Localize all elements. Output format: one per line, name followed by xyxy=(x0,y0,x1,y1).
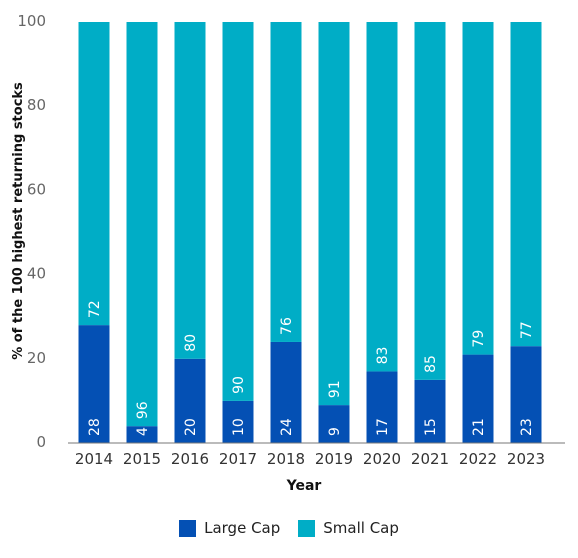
data-label: 80 xyxy=(183,334,199,352)
legend-item-small-cap: Small Cap xyxy=(298,519,399,537)
bar-small-cap xyxy=(223,22,254,401)
legend-swatch-small-cap xyxy=(298,520,315,537)
y-tick-label: 60 xyxy=(27,180,46,198)
data-label: 28 xyxy=(87,418,103,436)
x-tick-label: 2015 xyxy=(123,450,161,468)
data-label: 79 xyxy=(471,330,487,348)
y-tick-label: 80 xyxy=(27,96,46,114)
data-label: 23 xyxy=(519,418,535,436)
bar-small-cap xyxy=(415,22,446,380)
legend: Large Cap Small Cap xyxy=(0,519,578,537)
x-tick-label: 2021 xyxy=(411,450,449,468)
data-label: 96 xyxy=(135,401,151,419)
x-tick-label: 2019 xyxy=(315,450,353,468)
x-tick-label: 2023 xyxy=(507,450,545,468)
bar-small-cap xyxy=(367,22,398,371)
data-label: 90 xyxy=(231,376,247,394)
data-label: 72 xyxy=(87,300,103,318)
data-label: 4 xyxy=(135,427,151,436)
data-label: 10 xyxy=(231,418,247,436)
data-label: 15 xyxy=(423,418,439,436)
legend-label-large-cap: Large Cap xyxy=(204,519,280,537)
y-tick-label: 0 xyxy=(36,433,46,451)
y-axis-title: % of the 100 highest returning stocks xyxy=(11,82,26,360)
y-tick-label: 40 xyxy=(27,265,46,283)
data-label: 76 xyxy=(279,317,295,335)
x-axis-title: Year xyxy=(286,478,322,494)
chart-svg: 0 20 40 60 80 100 28 72 2014 4 96 2015 20 80 2016 10 90 2… xyxy=(0,0,578,510)
data-label: 21 xyxy=(471,418,487,436)
legend-item-large-cap: Large Cap xyxy=(179,519,280,537)
data-label: 24 xyxy=(279,418,295,436)
x-tick-label: 2017 xyxy=(219,450,257,468)
bar-small-cap xyxy=(511,22,542,346)
x-tick-label: 2018 xyxy=(267,450,305,468)
bar-large-cap xyxy=(319,405,350,443)
data-label: 91 xyxy=(327,380,343,398)
bar-small-cap xyxy=(127,22,158,426)
bar-small-cap xyxy=(271,22,302,342)
y-tick-label: 20 xyxy=(27,349,46,367)
data-label: 20 xyxy=(183,418,199,436)
bar-small-cap xyxy=(463,22,494,355)
bar-small-cap xyxy=(175,22,206,359)
legend-swatch-large-cap xyxy=(179,520,196,537)
data-label: 17 xyxy=(375,418,391,436)
bar-small-cap xyxy=(79,22,110,325)
data-label: 77 xyxy=(519,321,535,339)
data-label: 9 xyxy=(327,427,343,436)
data-label: 83 xyxy=(375,347,391,365)
x-tick-label: 2022 xyxy=(459,450,497,468)
x-tick-label: 2016 xyxy=(171,450,209,468)
data-label: 85 xyxy=(423,355,439,373)
x-tick-label: 2020 xyxy=(363,450,401,468)
legend-label-small-cap: Small Cap xyxy=(323,519,399,537)
y-tick-label: 100 xyxy=(17,12,46,30)
x-tick-label: 2014 xyxy=(75,450,113,468)
bar-small-cap xyxy=(319,22,350,405)
